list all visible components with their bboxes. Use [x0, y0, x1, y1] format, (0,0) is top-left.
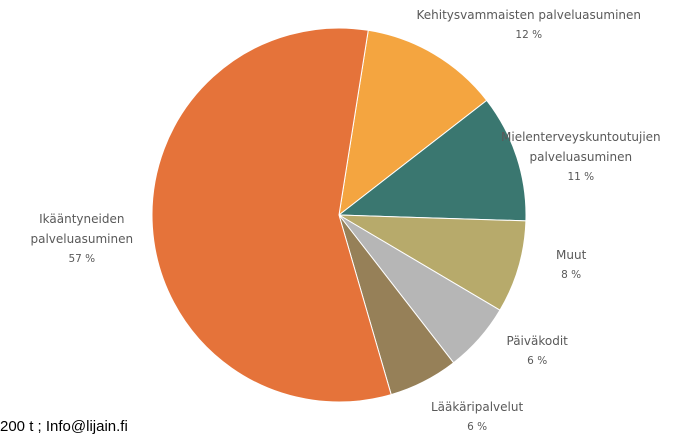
slice-label-2: Mielenterveyskuntoutujien palveluasuminen…: [501, 127, 661, 187]
slice-percent-label: 57 %: [68, 253, 96, 265]
slice-label-text: palveluasuminen: [30, 232, 134, 246]
slice-percent-label: 11 %: [567, 171, 595, 183]
slice-label-text: Päiväkodit: [506, 334, 568, 348]
slice-label-1: Kehitysvammaisten palveluasuminen 12 %: [417, 5, 642, 45]
slice-label-text: Kehitysvammaisten palveluasuminen: [416, 8, 642, 22]
slice-label-text: Ikääntyneiden: [39, 212, 125, 226]
slice-label-text: Muut: [556, 248, 587, 262]
slice-label-5: Lääkäripalvelut 6 %: [431, 397, 523, 437]
slice-label-4: Päiväkodit 6 %: [507, 331, 568, 371]
pie-slice-6: [151, 27, 392, 403]
slice-label-6: Ikääntyneiden palveluasuminen 57 %: [31, 209, 134, 269]
slice-label-text: palveluasuminen: [529, 150, 633, 164]
slice-label-text: Lääkäripalvelut: [431, 400, 524, 414]
pie-slice-1: [338, 29, 488, 217]
slice-label-text: Mielenterveyskuntoutujien: [501, 130, 661, 144]
footer-text: 200 t ; Info@lijain.fi: [0, 418, 128, 435]
pie-slice-2: [337, 99, 527, 222]
slice-percent-label: 12 %: [515, 29, 543, 41]
slice-percent-label: 6 %: [467, 421, 488, 433]
pie-slice-3: [338, 214, 527, 311]
slice-percent-label: 6 %: [527, 355, 548, 367]
slice-percent-label: 8 %: [561, 269, 582, 281]
slice-label-3: Muut 8 %: [556, 245, 586, 285]
